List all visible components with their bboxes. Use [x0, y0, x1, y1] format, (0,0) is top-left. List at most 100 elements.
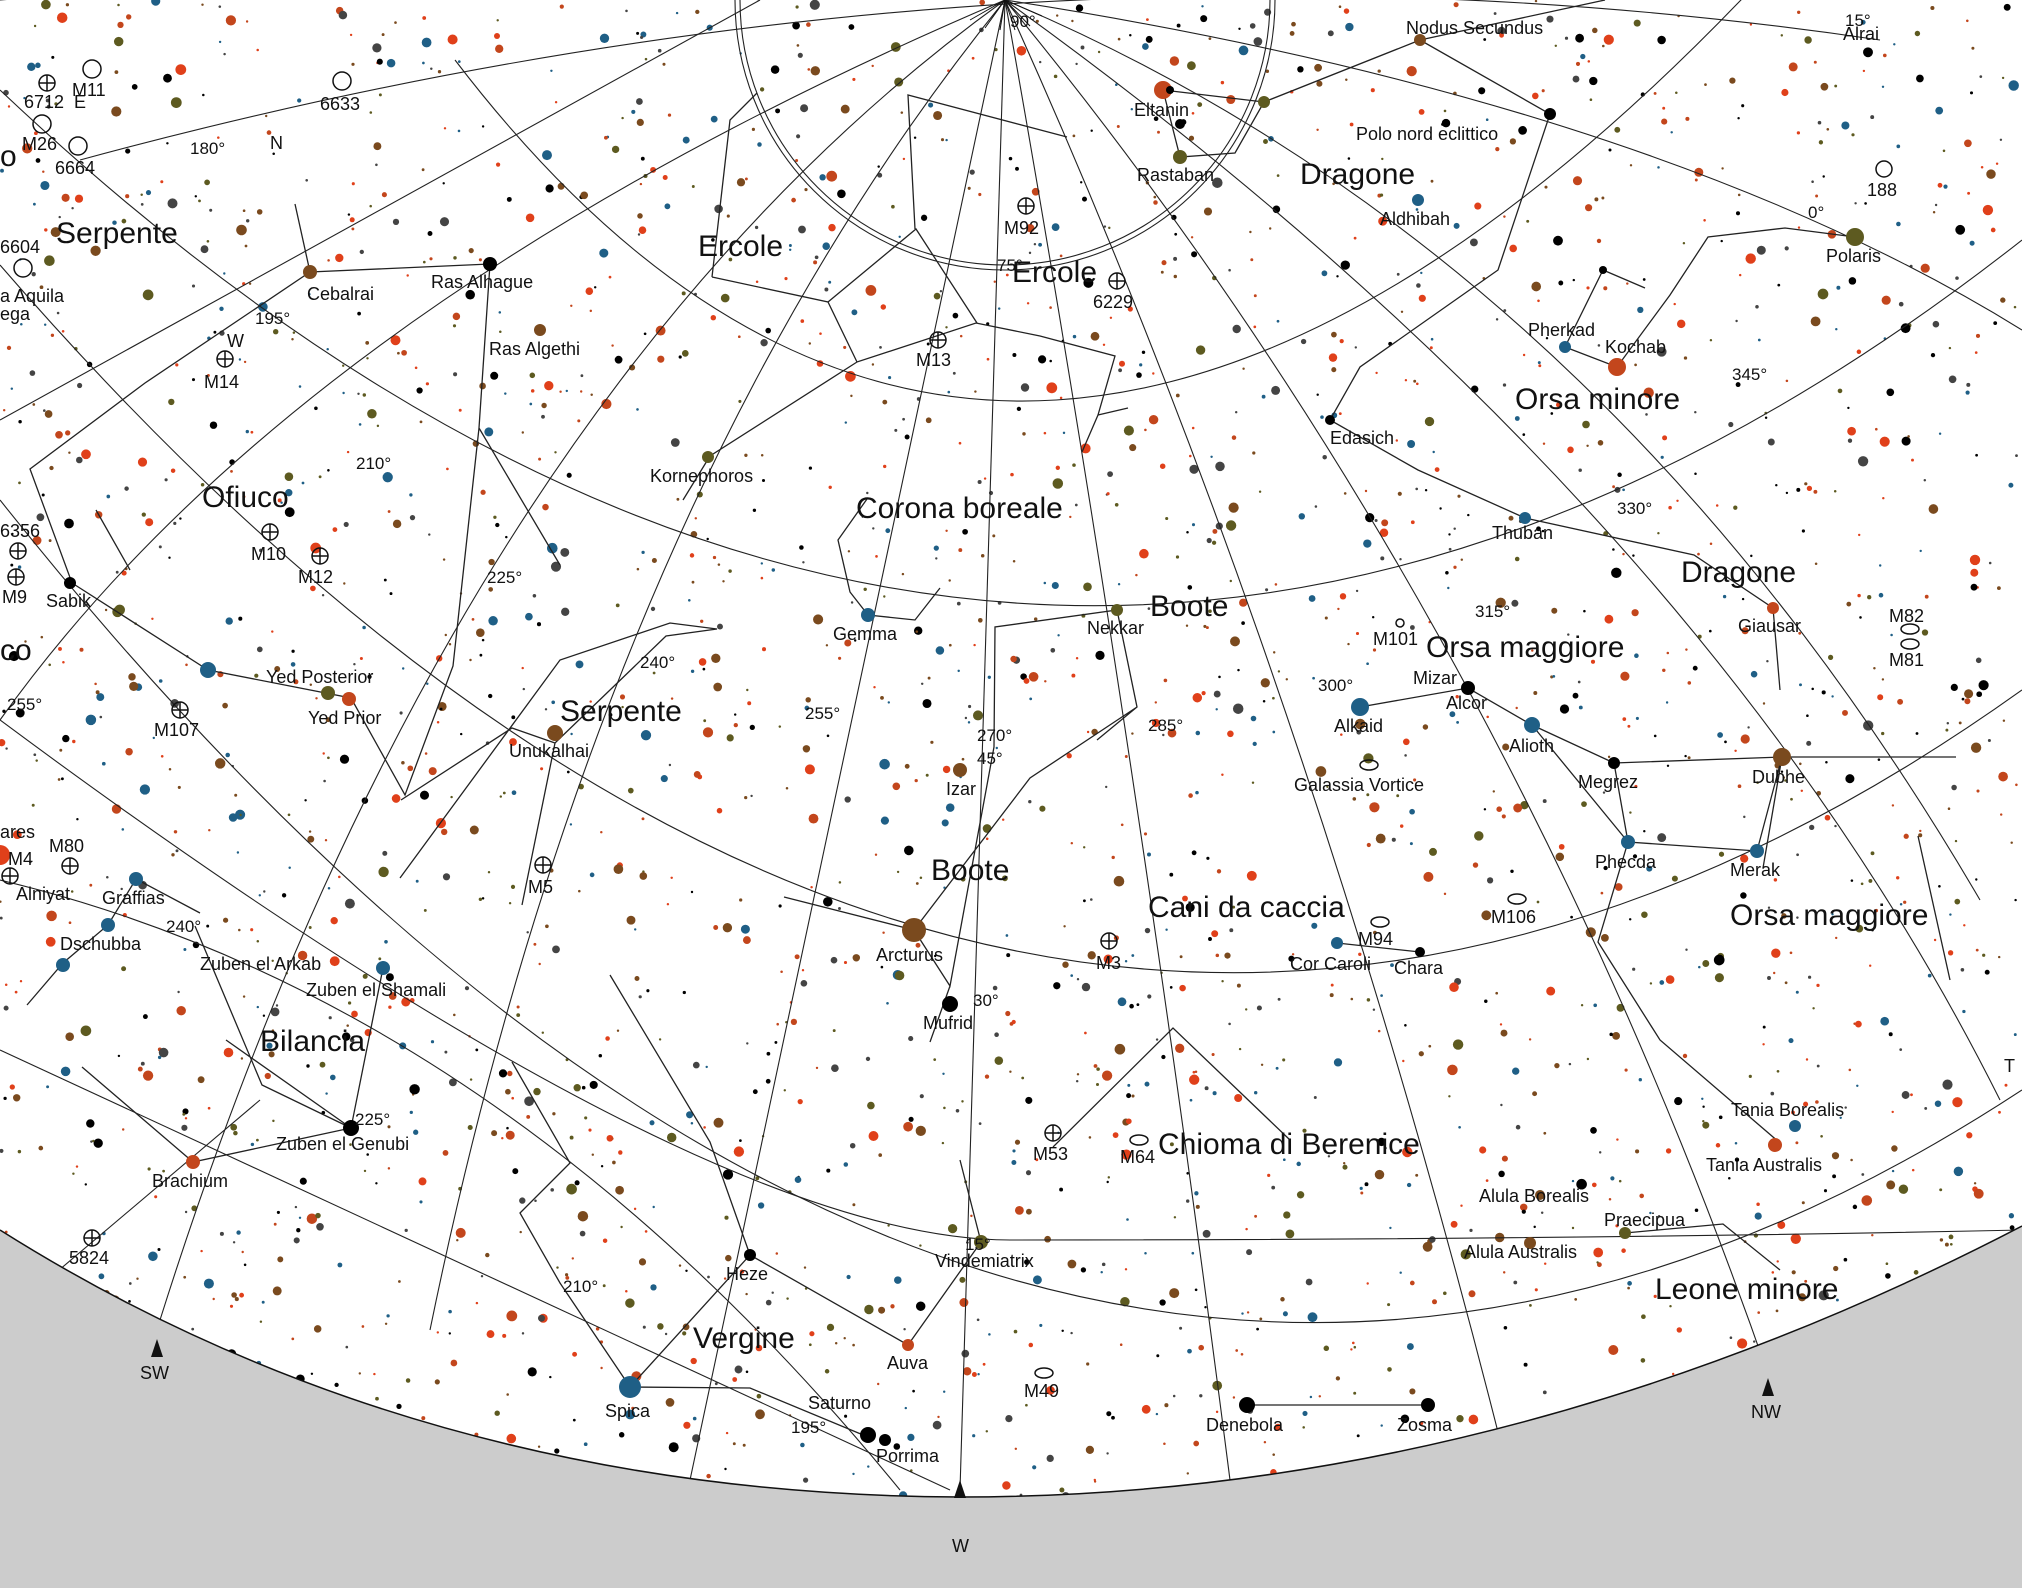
field-star: [1253, 326, 1256, 329]
field-star: [1228, 269, 1231, 272]
field-star: [1593, 1248, 1603, 1258]
field-star: [1921, 264, 1930, 273]
field-star: [795, 954, 800, 959]
field-star: [191, 1328, 194, 1331]
field-star: [128, 1300, 131, 1303]
field-star: [1049, 360, 1052, 363]
field-star: [1086, 1446, 1094, 1454]
field-star: [505, 536, 507, 538]
star-megrez: Megrez: [1578, 772, 1638, 792]
field-star: [590, 393, 592, 395]
field-star: [1737, 1338, 1747, 1348]
field-star: [359, 1372, 361, 1374]
field-star: [1365, 490, 1367, 492]
field-star: [1415, 488, 1418, 491]
dso-m94: M94: [1358, 929, 1393, 949]
field-star: [1808, 976, 1811, 979]
field-star: [2015, 784, 2018, 787]
field-star: [176, 1006, 185, 1015]
field-star: [1147, 853, 1151, 857]
field-star: [1006, 934, 1009, 937]
field-star: [200, 1250, 202, 1252]
field-star: [1721, 240, 1723, 242]
field-star: [690, 553, 694, 557]
field-star: [1264, 1441, 1266, 1443]
field-star: [1504, 1326, 1508, 1330]
bright-star: [861, 608, 875, 622]
field-star: [1592, 1183, 1597, 1188]
field-star: [1657, 532, 1659, 534]
field-star: [762, 647, 766, 651]
field-star: [1971, 584, 1978, 591]
field-star: [204, 180, 210, 186]
dso-m3: M3: [1096, 953, 1121, 973]
field-star: [94, 683, 97, 686]
field-star: [398, 1280, 401, 1283]
grid-label-330: 330°: [1617, 499, 1652, 518]
field-star: [360, 250, 364, 254]
field-star: [1102, 1263, 1106, 1267]
field-star: [1282, 1058, 1285, 1061]
field-star: [1015, 167, 1019, 171]
field-star: [1998, 772, 2008, 782]
field-star: [1461, 558, 1463, 560]
field-star: [495, 45, 503, 53]
field-star: [373, 142, 381, 150]
field-star: [1015, 1206, 1024, 1215]
field-star: [339, 11, 347, 19]
field-star: [826, 644, 828, 646]
field-star: [363, 974, 368, 979]
field-star: [1662, 107, 1665, 110]
field-star: [1496, 318, 1498, 320]
field-star: [1737, 117, 1739, 119]
field-star: [813, 260, 817, 264]
field-star: [912, 1390, 915, 1393]
field-star: [1286, 678, 1288, 680]
field-star: [13, 1094, 20, 1101]
field-star: [1174, 1216, 1176, 1218]
field-star: [1949, 347, 1951, 349]
field-star: [552, 1112, 555, 1115]
field-star: [1094, 1064, 1098, 1068]
field-star: [1611, 568, 1621, 578]
field-star: [1855, 1021, 1862, 1028]
field-star: [1666, 975, 1675, 984]
field-star: [526, 931, 528, 933]
field-star: [1815, 563, 1818, 566]
field-star: [1701, 1098, 1703, 1100]
field-star: [421, 1416, 425, 1420]
field-star: [713, 556, 716, 559]
field-star: [837, 189, 846, 198]
field-star: [1979, 75, 1982, 78]
field-star: [1982, 954, 1985, 957]
field-star: [1319, 1395, 1321, 1397]
field-star: [437, 721, 440, 724]
field-star: [512, 1168, 518, 1174]
field-star: [920, 1094, 924, 1098]
field-star: [1345, 23, 1353, 31]
field-star: [653, 672, 656, 675]
field-star: [1216, 1411, 1218, 1413]
field-star: [662, 63, 665, 66]
field-star: [878, 1307, 885, 1314]
dso-188: 188: [1867, 180, 1897, 200]
field-star: [1496, 806, 1502, 812]
field-star: [166, 142, 168, 144]
field-star: [1758, 339, 1761, 342]
bright-star: [321, 686, 335, 700]
field-star: [378, 957, 381, 960]
field-star: [1025, 1097, 1032, 1104]
bright-star: [186, 1155, 200, 1169]
field-star: [1039, 1324, 1042, 1327]
field-star: [502, 1334, 506, 1338]
field-star: [496, 162, 500, 166]
field-star: [1767, 976, 1771, 980]
field-star: [1643, 830, 1645, 832]
field-star: [1494, 12, 1497, 15]
field-star: [968, 705, 971, 708]
field-star: [1662, 435, 1667, 440]
label-orsa-maggiore-2: Orsa maggiore: [1730, 899, 1928, 932]
field-star: [443, 1150, 449, 1156]
field-star: [529, 403, 532, 406]
